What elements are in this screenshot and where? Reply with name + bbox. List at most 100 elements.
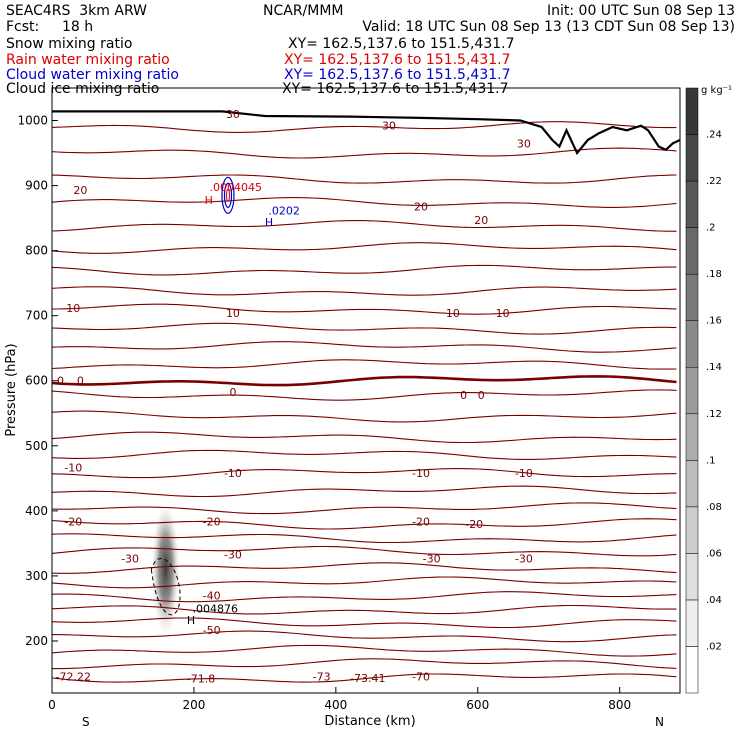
isotherm-680 [51,322,677,335]
y-tick-label: 800 [25,244,48,258]
isotherm-label: 0 [77,375,84,388]
fcst-value: 18 h [62,19,94,35]
y-tick-label: 900 [25,179,48,193]
fcst-label: Fcst: [6,19,40,35]
isotherm-458 [51,468,677,479]
isotherm-label: -20 [64,515,82,528]
terrain-line [52,110,681,156]
colorbar-segment [685,599,699,647]
isotherm-label: 10 [496,307,510,320]
colorbar-segment [685,134,699,182]
y-tick-label: 600 [25,374,48,388]
max-annotation: H [265,216,273,229]
field-cloudwater-xy: XY= 162.5,137.6 to 151.5,431.7 [284,67,511,83]
isotherm-838 [51,220,677,232]
snow-mixing-ratio-shading [150,505,181,646]
max-annotation: H [187,614,195,627]
isotherm-338 [51,545,677,557]
colorbar-segment [685,320,699,368]
field-rain-xy: XY= 162.5,137.6 to 151.5,431.7 [284,52,511,68]
isotherm-label: -73 [313,671,331,684]
isotherm-label: -20 [203,515,221,528]
x-tick-label: 800 [608,698,631,712]
field-cloudice-name: Cloud ice mixing ratio [6,81,160,97]
isotherm-625 [51,359,677,370]
colorbar-segment [685,460,699,508]
colorbar-tick-label: .24 [706,130,722,141]
x-end-label-left: S [82,715,90,729]
y-tick-label: 300 [25,569,48,583]
isotherm-290 [51,576,677,589]
isotherm-label: -10 [224,467,242,480]
isotherm-label: 10 [446,307,460,320]
isotherm-404 [51,502,677,515]
y-tick-label: 1000 [17,114,48,128]
colorbar-tick-label: .2 [706,223,716,234]
isotherm-label: -30 [224,548,242,561]
x-axis-title: Distance (km) [324,714,415,729]
colorbar-tick-label: .22 [706,176,722,187]
isotherm-513 [51,431,677,444]
field-cloudwater-name: Cloud water mixing ratio [6,67,179,83]
max-annotation: .0202 [268,204,300,217]
y-tick-label: 400 [25,504,48,518]
model-title: SEAC4RS 3km ARW [6,3,147,19]
isotherm-268 [51,591,677,603]
isotherm-486 [51,449,677,460]
isotherm-label: -72.22 [56,671,91,684]
colorbar-segment [685,180,699,228]
field-rain-name: Rain water mixing ratio [6,52,170,68]
x-tick-label: 200 [182,698,205,712]
x-end-label-right: N [655,715,664,729]
y-tick-label: 200 [25,634,48,648]
isotherm-738 [51,286,677,296]
colorbar-tick-label: .06 [706,548,722,559]
colorbar-tick-label: .1 [706,455,716,466]
x-tick-label: 600 [466,698,489,712]
isotherm-label: 20 [414,200,428,213]
isotherm-165 [52,658,677,670]
isotherm-label: -30 [423,552,441,565]
colorbar-tick-label: .08 [706,502,722,513]
isotherm-185 [51,644,677,657]
cloud-water-contour-outer [221,176,235,214]
colorbar-tick-label: .16 [706,316,722,327]
isotherm-label: -20 [412,515,430,528]
isotherm-label: -71.8 [187,673,215,686]
isotherm-380 [51,518,677,530]
plot-frame [51,87,681,694]
max-annotation: .0004045 [210,181,263,194]
colorbar-segment [685,553,699,601]
colorbar-segment [685,646,699,694]
isotherm-label: -10 [64,461,82,474]
colorbar-tick-label: .02 [706,641,722,652]
y-axis-title: Pressure (hPa) [4,343,19,436]
isotherm-label: 0 [460,389,467,402]
colorbar-tick-label: .18 [706,269,722,280]
isotherm-label: -50 [203,624,221,637]
isotherm-990 [51,121,677,133]
y-tick-label: 500 [25,439,48,453]
valid-time: Valid: 18 UTC Sun 08 Sep 13 (13 CDT Sun … [362,19,735,35]
isotherm-label: 20 [474,214,488,227]
x-tick-label: 400 [324,698,347,712]
isotherm-label: 20 [73,184,87,197]
isotherm-label: 0 [478,389,485,402]
init-time: Init: 00 UTC Sun 08 Sep 13 [546,3,735,19]
colorbar-segment [685,506,699,554]
isotherm-label: -40 [203,589,221,602]
colorbar-unit: g kg⁻¹ [701,85,732,96]
max-annotation: .004876 [193,602,239,615]
field-cloudice-xy: XY= 162.5,137.6 to 151.5,431.7 [282,81,509,97]
isotherm-312 [51,562,677,574]
org-label: NCAR/MMM [263,3,344,19]
colorbar-segment [685,87,699,135]
isotherm-label: 30 [226,108,240,121]
isotherm-143 [51,673,677,683]
isotherm-874 [51,197,677,208]
isotherm-545 [51,410,677,423]
field-snow-xy: XY= 162.5,137.6 to 151.5,431.7 [288,36,515,52]
max-annotation: H [205,194,213,207]
colorbar-segment [685,227,699,275]
